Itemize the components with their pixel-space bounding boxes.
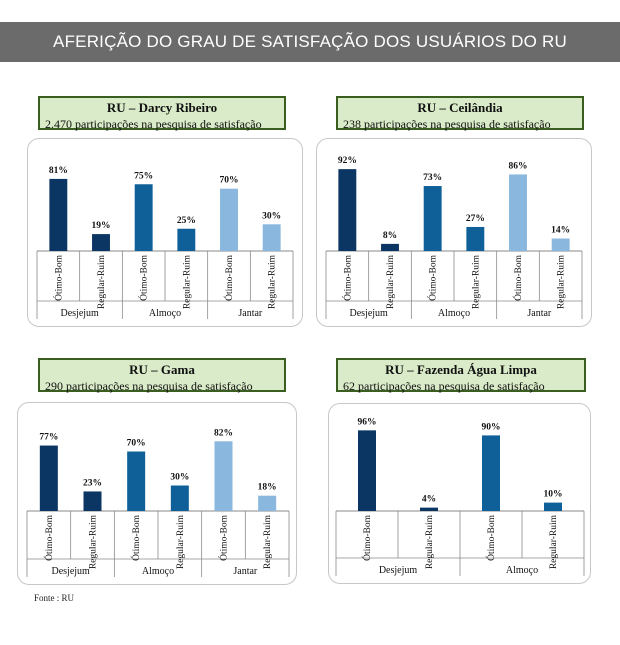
bar bbox=[420, 507, 438, 511]
data-label: 10% bbox=[544, 490, 563, 500]
category-tick-label: Ótimo-Bom bbox=[52, 254, 64, 301]
category-tick-label: Ótimo-Bom bbox=[361, 514, 373, 561]
bar bbox=[423, 186, 442, 251]
chart-fazenda-agua-limpa: 96% Ótimo-Bom 4% Regular-Ruim 90% Ótimo-Bom 10… bbox=[335, 417, 585, 576]
bar bbox=[338, 169, 357, 251]
group-label: Almoço bbox=[149, 308, 181, 319]
group-label: Jantar bbox=[527, 308, 552, 319]
chart-title-box-gama: RU – Gama 290 participações na pesquisa … bbox=[38, 358, 286, 393]
data-label: 25% bbox=[177, 216, 196, 226]
bar bbox=[39, 445, 58, 511]
chart-subtitle: 238 participações na pesquisa de satisfa… bbox=[343, 117, 551, 131]
category-tick-label: Ótimo-Bom bbox=[223, 254, 235, 301]
data-label: 4% bbox=[422, 495, 436, 505]
data-label: 90% bbox=[482, 422, 501, 432]
bar bbox=[466, 226, 485, 251]
bar bbox=[134, 184, 153, 251]
data-label: 81% bbox=[49, 166, 68, 176]
category-tick-label: Regular-Ruim bbox=[557, 254, 567, 309]
bar bbox=[177, 228, 196, 251]
chart-panel-gama bbox=[17, 402, 297, 585]
chart-gama: 77% Ótimo-Bom 23% Regular-Ruim 70% Ótimo-Bom 3… bbox=[26, 428, 290, 577]
chart-subtitle: 62 participações na pesquisa de satisfaç… bbox=[343, 379, 545, 393]
category-tick-label: Regular-Ruim bbox=[176, 514, 186, 569]
category-tick-label: Regular-Ruim bbox=[89, 514, 99, 569]
category-tick-label: Regular-Ruim bbox=[425, 514, 435, 569]
bar bbox=[482, 435, 500, 511]
chart-title-box-darcy-ribeiro: RU – Darcy Ribeiro 2.470 participações n… bbox=[38, 96, 286, 131]
chart-title-box-ceilandia: RU – Ceilândia 238 participações na pesq… bbox=[336, 96, 584, 131]
data-label: 27% bbox=[466, 214, 485, 224]
bar bbox=[92, 234, 110, 251]
chart-title: RU – Gama bbox=[129, 362, 195, 377]
group-label: Desjejum bbox=[379, 565, 418, 576]
group-label: Jantar bbox=[233, 566, 258, 577]
chart-ceilandia: 92% Ótimo-Bom 8% Regular-Ruim 73% Ótimo-Bom 27… bbox=[325, 156, 583, 319]
bar bbox=[49, 178, 68, 251]
group-label: Desjejum bbox=[52, 566, 91, 577]
data-label: 73% bbox=[423, 173, 442, 183]
data-label: 30% bbox=[262, 211, 281, 221]
chart-subtitle: 290 participações na pesquisa de satisfa… bbox=[45, 379, 253, 393]
page-title: AFERIÇÃO DO GRAU DE SATISFAÇÃO DOS USUÁR… bbox=[53, 32, 567, 51]
source-note: Fonte : RU bbox=[34, 593, 75, 603]
bar bbox=[170, 485, 189, 511]
bar bbox=[214, 441, 233, 511]
bar bbox=[83, 491, 102, 511]
data-label: 75% bbox=[134, 171, 153, 181]
bar bbox=[551, 238, 570, 251]
data-label: 96% bbox=[358, 417, 377, 427]
data-label: 77% bbox=[39, 433, 58, 443]
group-label: Almoço bbox=[506, 565, 538, 576]
data-label: 86% bbox=[509, 161, 528, 171]
chart-title: RU – Fazenda Água Limpa bbox=[385, 362, 537, 377]
category-tick-label: Regular-Ruim bbox=[182, 254, 192, 309]
group-label: Jantar bbox=[238, 308, 263, 319]
group-label: Desjejum bbox=[61, 308, 100, 319]
bar bbox=[258, 495, 277, 511]
chart-title: RU – Ceilândia bbox=[417, 100, 503, 115]
category-tick-label: Regular-Ruim bbox=[97, 254, 107, 309]
group-label: Almoço bbox=[142, 566, 174, 577]
bar bbox=[381, 243, 399, 251]
category-tick-label: Ótimo-Bom bbox=[43, 514, 55, 561]
data-label: 92% bbox=[338, 156, 357, 166]
category-tick-label: Ótimo-Bom bbox=[138, 254, 150, 301]
category-tick-label: Ótimo-Bom bbox=[218, 514, 230, 561]
category-tick-label: Regular-Ruim bbox=[471, 254, 481, 309]
data-label: 8% bbox=[383, 231, 397, 241]
data-label: 30% bbox=[170, 473, 189, 483]
data-label: 19% bbox=[92, 221, 111, 231]
data-label: 14% bbox=[551, 226, 570, 236]
category-tick-label: Ótimo-Bom bbox=[512, 254, 524, 301]
data-label: 70% bbox=[127, 439, 146, 449]
header-banner: AFERIÇÃO DO GRAU DE SATISFAÇÃO DOS USUÁR… bbox=[0, 22, 620, 62]
category-tick-label: Regular-Ruim bbox=[549, 514, 559, 569]
bar bbox=[358, 430, 376, 511]
bar bbox=[262, 224, 281, 251]
category-tick-label: Regular-Ruim bbox=[386, 254, 396, 309]
chart-title-box-fazenda-agua-limpa: RU – Fazenda Água Limpa 62 participações… bbox=[336, 358, 586, 393]
bar bbox=[509, 174, 527, 251]
data-label: 70% bbox=[220, 176, 239, 186]
category-tick-label: Ótimo-Bom bbox=[130, 514, 142, 561]
category-tick-label: Regular-Ruim bbox=[263, 514, 273, 569]
data-label: 82% bbox=[214, 428, 233, 438]
bar bbox=[220, 188, 238, 251]
category-tick-label: Regular-Ruim bbox=[268, 254, 278, 309]
data-label: 23% bbox=[83, 478, 102, 488]
group-label: Desjejum bbox=[350, 308, 389, 319]
category-tick-label: Ótimo-Bom bbox=[341, 254, 353, 301]
bar bbox=[127, 451, 146, 511]
bar bbox=[544, 502, 562, 511]
category-tick-label: Ótimo-Bom bbox=[485, 514, 497, 561]
data-label: 18% bbox=[258, 483, 277, 493]
chart-title: RU – Darcy Ribeiro bbox=[106, 100, 218, 115]
group-label: Almoço bbox=[438, 308, 470, 319]
chart-subtitle: 2.470 participações na pesquisa de satis… bbox=[45, 117, 262, 131]
category-tick-label: Ótimo-Bom bbox=[427, 254, 439, 301]
chart-darcy-ribeiro: 81% Ótimo-Bom 19% Regular-Ruim 75% Ótimo-Bom 2… bbox=[36, 166, 294, 319]
